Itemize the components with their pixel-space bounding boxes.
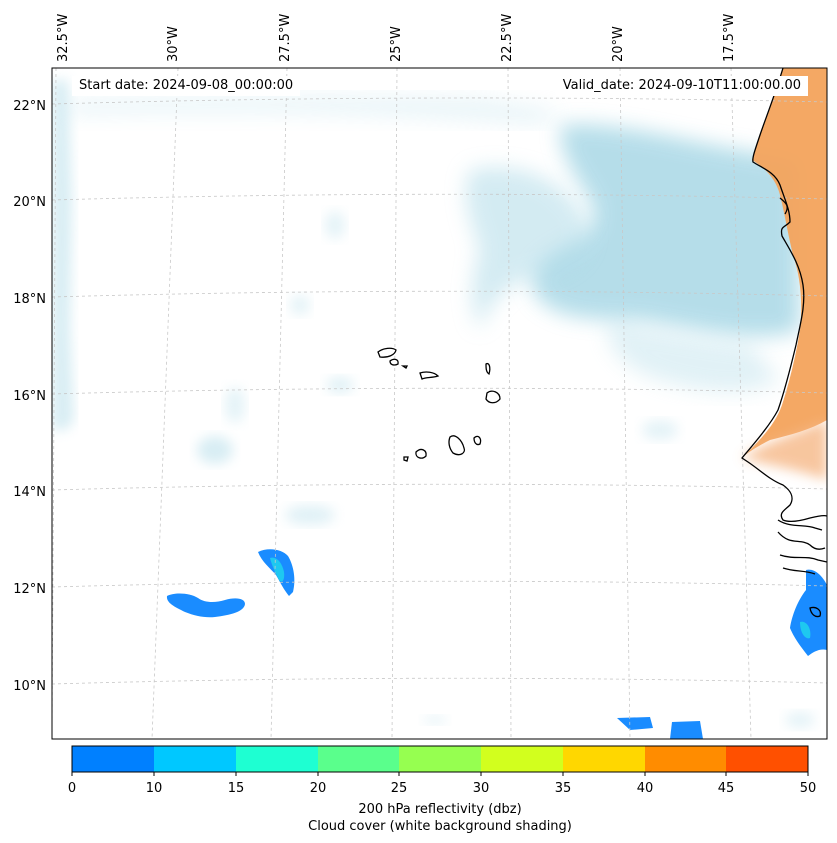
colorbar-segment (154, 746, 236, 772)
colorbar-label-cloud-cover: Cloud cover (white background shading) (308, 819, 572, 834)
island-santiago (448, 435, 466, 456)
colorbar-label-reflectivity: 200 hPa reflectivity (dbz) (358, 802, 522, 817)
colorbar-tick-label: 30 (473, 781, 490, 796)
island-boa-vista (485, 390, 501, 404)
start-date-label: Start date: 2024-09-08_00:00:00 (72, 76, 301, 96)
lat-label: 14°N (13, 485, 46, 500)
cabo-verde-islands (377, 347, 501, 462)
cloud-cover-shading (52, 80, 815, 728)
colorbar-tick-label: 25 (391, 781, 408, 796)
colorbar-segment (399, 746, 481, 772)
colorbar-segment (318, 746, 399, 772)
colorbar-caption: 200 hPa reflectivity (dbz) Cloud cover (… (72, 801, 808, 835)
coastline-west-africa (741, 68, 827, 523)
colorbar-segment (726, 746, 808, 772)
colorbar-tick-label: 40 (637, 781, 654, 796)
colorbar-tick-label: 20 (310, 781, 327, 796)
lon-label: 22.5°W (500, 14, 515, 62)
colorbar-segment (645, 746, 726, 772)
colorbar-ticks (71, 772, 809, 776)
lon-label: 20°W (611, 26, 626, 62)
colorbar-tick-label: 35 (555, 781, 572, 796)
lat-label: 10°N (13, 679, 46, 694)
island-fogo (415, 448, 427, 459)
lat-label: 22°N (13, 99, 46, 114)
lon-label: 25°W (389, 26, 404, 62)
latitude-labels: 22°N 20°N 18°N 16°N 14°N 12°N 10°N (13, 99, 46, 694)
island-sao-vicente (389, 358, 399, 366)
colorbar-tick-label: 15 (228, 781, 245, 796)
island-santa-luzia (400, 365, 409, 369)
colorbar-segment (481, 746, 563, 772)
colorbar-tick-label: 45 (718, 781, 735, 796)
colorbar-segment (236, 746, 318, 772)
lon-label: 32.5°W (56, 14, 71, 62)
lat-label: 20°N (13, 195, 46, 210)
island-maio (473, 435, 482, 446)
colorbar-segment (72, 746, 154, 772)
colorbar: 0 10 15 20 25 30 35 40 45 50 (68, 745, 817, 796)
island-sal (485, 362, 491, 376)
lon-label: 30°W (166, 26, 181, 62)
valid-date-label: Valid_date: 2024-09-10T11:00:00.00 (555, 76, 808, 96)
map-frame (51, 67, 828, 740)
colorbar-frame (71, 745, 809, 773)
lon-label: 27.5°W (278, 14, 293, 62)
colorbar-tick-label: 10 (146, 781, 163, 796)
colorbar-tick-label: 50 (800, 781, 817, 796)
lat-label: 12°N (13, 582, 46, 597)
island-santo-antao (377, 347, 397, 358)
graticule (52, 68, 827, 739)
reflectivity-cells (166, 549, 827, 739)
island-sao-nicolau (419, 371, 440, 380)
island-brava (403, 456, 409, 462)
lon-label: 17.5°W (722, 14, 737, 62)
map-area (52, 68, 827, 739)
colorbar-segment (563, 746, 645, 772)
coastlines (741, 68, 827, 618)
land-warm-shading (742, 68, 827, 480)
lat-label: 18°N (13, 292, 46, 307)
colorbar-tick-label: 0 (68, 781, 76, 796)
lat-label: 16°N (13, 389, 46, 404)
longitude-labels: 32.5°W 30°W 27.5°W 25°W 22.5°W 20°W 17.5… (56, 14, 737, 62)
